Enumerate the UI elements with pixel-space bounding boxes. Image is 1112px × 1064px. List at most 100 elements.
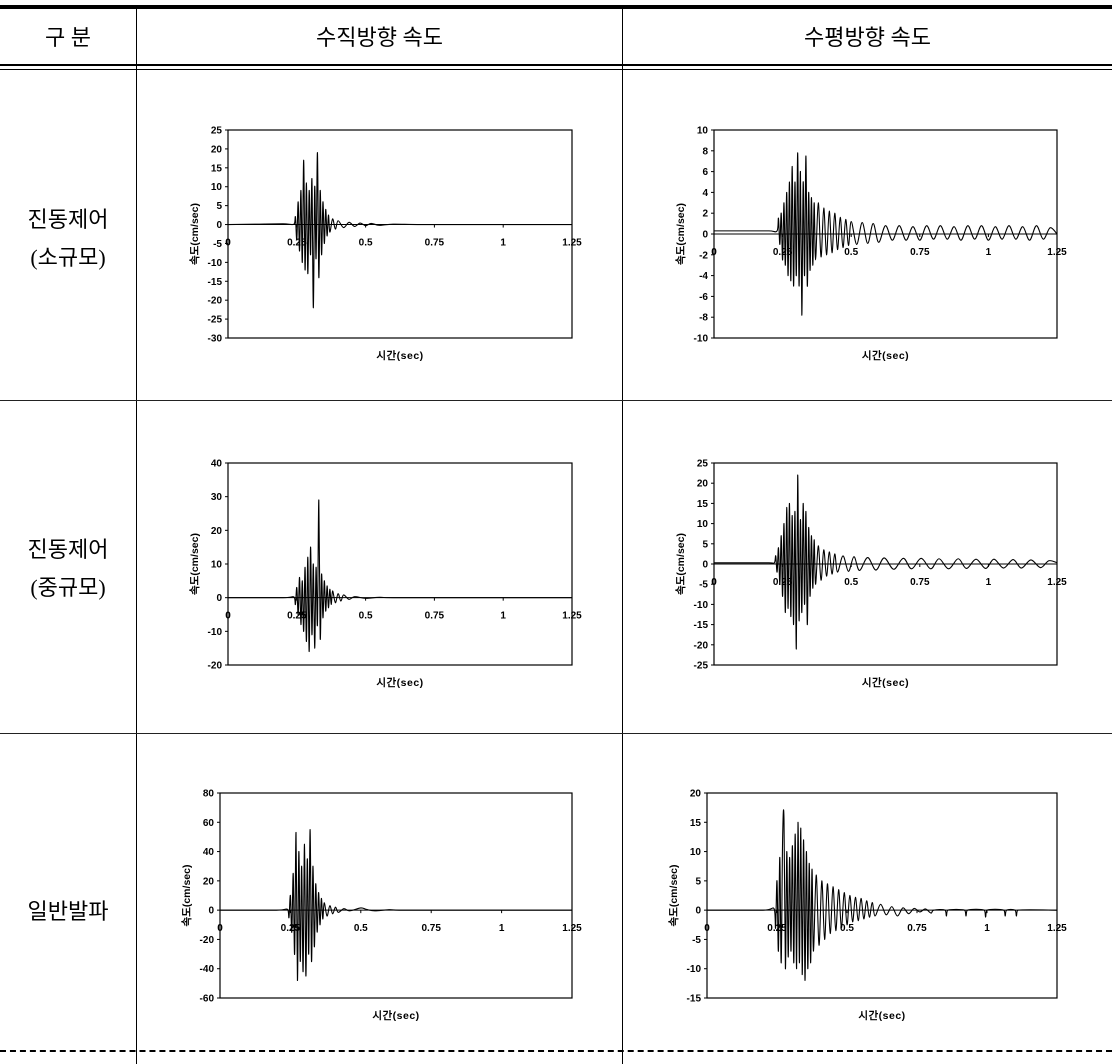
series-line bbox=[714, 152, 1058, 316]
series-line bbox=[219, 829, 573, 981]
y-tick-label: -2 bbox=[699, 250, 708, 261]
y-tick-label: 0 bbox=[208, 906, 214, 917]
column-divider-2 bbox=[622, 9, 623, 1064]
x-tick-label: 0.75 bbox=[910, 247, 930, 258]
y-tick-label: -20 bbox=[208, 661, 223, 672]
y-tick-label: -15 bbox=[208, 277, 223, 288]
x-axis-title: 시간(sec) bbox=[862, 676, 909, 689]
header-horizontal-velocity: 수평방향 속도 bbox=[804, 25, 931, 50]
x-axis-title: 시간(sec) bbox=[372, 1009, 419, 1022]
x-tick-label: 0.5 bbox=[840, 923, 854, 934]
y-tick-label: 0 bbox=[216, 220, 222, 231]
series-line bbox=[227, 152, 572, 309]
header-divider-second bbox=[0, 69, 1112, 70]
y-tick-label: 20 bbox=[697, 479, 709, 490]
y-tick-label: -5 bbox=[699, 580, 708, 591]
y-tick-label: 40 bbox=[203, 847, 215, 858]
x-tick-label: 0.75 bbox=[910, 577, 930, 588]
y-tick-label: 0 bbox=[702, 560, 708, 571]
y-tick-label: -8 bbox=[699, 313, 708, 324]
x-tick-label: 0.25 bbox=[767, 923, 787, 934]
y-axis-title: 속도(cm/sec) bbox=[675, 203, 687, 265]
y-tick-label: -25 bbox=[208, 315, 223, 326]
y-tick-label: -15 bbox=[687, 994, 702, 1005]
series-line bbox=[227, 499, 573, 653]
x-tick-label: 0.5 bbox=[354, 923, 368, 934]
x-tick-label: 0.25 bbox=[287, 238, 307, 249]
y-tick-label: -4 bbox=[699, 271, 708, 282]
y-tick-label: 20 bbox=[211, 526, 223, 537]
y-axis-title: 속도(cm/sec) bbox=[668, 865, 680, 927]
y-tick-label: 5 bbox=[216, 201, 222, 212]
y-tick-label: 4 bbox=[702, 188, 708, 199]
y-tick-label: -5 bbox=[213, 239, 222, 250]
x-tick-label: 0.75 bbox=[421, 923, 441, 934]
x-tick-label: 0.5 bbox=[844, 247, 858, 258]
y-tick-label: -10 bbox=[694, 600, 709, 611]
series-line bbox=[713, 474, 1058, 650]
y-tick-label: 8 bbox=[702, 146, 708, 157]
y-tick-label: -20 bbox=[694, 640, 709, 651]
plot-frame bbox=[219, 792, 573, 999]
y-tick-label: 10 bbox=[697, 519, 709, 530]
y-tick-label: 20 bbox=[203, 876, 215, 887]
column-divider-1 bbox=[136, 9, 137, 1064]
y-tick-label: 30 bbox=[211, 492, 223, 503]
y-tick-label: 0 bbox=[702, 230, 708, 241]
x-tick-label: 0.5 bbox=[359, 238, 373, 249]
y-tick-label: 10 bbox=[211, 182, 223, 193]
x-tick-label: 1 bbox=[500, 238, 506, 249]
x-tick-label: 1 bbox=[499, 923, 505, 934]
x-tick-label: 0.75 bbox=[907, 923, 927, 934]
y-tick-label: -60 bbox=[200, 994, 215, 1005]
y-tick-label: -10 bbox=[687, 964, 702, 975]
row-divider-2 bbox=[0, 733, 1112, 734]
row-label-line: (소규모) bbox=[30, 245, 106, 270]
x-tick-label: 0.25 bbox=[287, 611, 307, 622]
x-tick-label: 0.5 bbox=[844, 577, 858, 588]
table-top-border bbox=[0, 5, 1112, 9]
x-tick-label: 1 bbox=[500, 611, 506, 622]
header-vertical-velocity: 수직방향 속도 bbox=[316, 25, 443, 50]
y-tick-label: 25 bbox=[211, 126, 223, 137]
y-tick-label: 0 bbox=[216, 593, 222, 604]
x-tick-label: 1.25 bbox=[1047, 577, 1067, 588]
series-line bbox=[706, 809, 1058, 981]
y-tick-label: -20 bbox=[200, 935, 215, 946]
y-axis-title: 속도(cm/sec) bbox=[189, 533, 201, 595]
x-tick-label: 1.25 bbox=[562, 238, 582, 249]
plot-frame bbox=[706, 792, 1058, 999]
x-tick-label: 1.25 bbox=[562, 611, 582, 622]
x-tick-label: 0.25 bbox=[281, 923, 301, 934]
plot-frame bbox=[227, 129, 573, 339]
y-tick-label: 25 bbox=[697, 459, 709, 470]
row-divider-1 bbox=[0, 400, 1112, 401]
x-tick-label: 0 bbox=[225, 238, 231, 249]
x-tick-label: 1.25 bbox=[1047, 247, 1067, 258]
x-tick-label: 0 bbox=[704, 923, 710, 934]
plot-frame bbox=[227, 462, 573, 666]
row-label-line: (중규모) bbox=[30, 575, 106, 600]
x-tick-label: 0 bbox=[711, 247, 717, 258]
x-tick-label: 0.75 bbox=[425, 238, 445, 249]
x-tick-label: 0 bbox=[217, 923, 223, 934]
y-tick-label: 60 bbox=[203, 818, 215, 829]
row-label-line: 진동제어 bbox=[27, 537, 109, 562]
y-axis-title: 속도(cm/sec) bbox=[189, 203, 201, 265]
y-tick-label: 20 bbox=[211, 144, 223, 155]
x-tick-label: 0 bbox=[711, 577, 717, 588]
x-axis-title: 시간(sec) bbox=[376, 349, 423, 362]
y-tick-label: 5 bbox=[702, 539, 708, 550]
y-tick-label: 6 bbox=[702, 167, 708, 178]
table-bottom-border bbox=[0, 1050, 1112, 1052]
x-tick-label: 0 bbox=[225, 611, 231, 622]
y-axis-title: 속도(cm/sec) bbox=[181, 865, 193, 927]
row-label-line: 일반발파 bbox=[27, 899, 109, 924]
x-tick-label: 1.25 bbox=[1047, 923, 1067, 934]
